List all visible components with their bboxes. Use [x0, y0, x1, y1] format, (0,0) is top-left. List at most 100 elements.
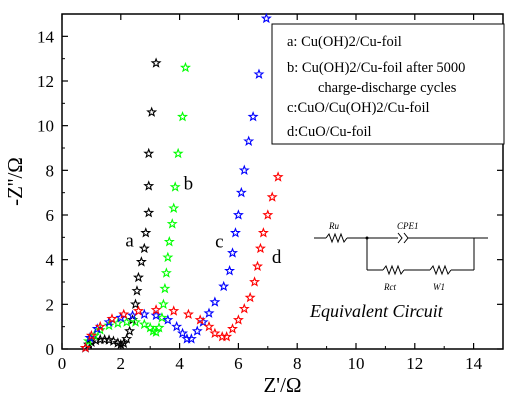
- data-point-b: [180, 61, 191, 73]
- data-point-b: [150, 326, 162, 337]
- data-point-a: [107, 335, 119, 346]
- data-point-d: [266, 191, 278, 202]
- legend-entry-d: d:CuO/Cu-foil: [287, 124, 372, 140]
- data-point-b: [168, 202, 180, 213]
- plot-frame: [61, 13, 504, 350]
- series-d: [80, 171, 284, 353]
- data-point-d: [262, 209, 274, 220]
- x-tick-label: 10: [348, 354, 365, 373]
- legend: a: Cu(OH)2/Cu-foil b: Cu(OH)2/Cu-foil af…: [271, 23, 505, 145]
- data-point-a: [140, 227, 152, 238]
- data-point-a: [138, 242, 150, 254]
- y-tick-label: 8: [46, 161, 55, 180]
- data-point-d: [132, 305, 144, 316]
- x-tick-label: 6: [234, 354, 243, 373]
- y-tick-label: 2: [46, 295, 55, 314]
- y-tick-label: 4: [46, 251, 55, 270]
- data-point-d: [227, 323, 238, 334]
- legend-entry-a: a: Cu(OH)2/Cu-foil: [287, 34, 402, 50]
- data-point-c: [235, 186, 247, 198]
- data-point-d: [244, 291, 256, 303]
- data-point-a: [143, 180, 155, 191]
- curve-label-c: c: [215, 231, 223, 252]
- data-point-b: [169, 181, 181, 192]
- data-point-d: [85, 329, 97, 341]
- data-point-a: [150, 57, 162, 68]
- data-point-a: [131, 285, 143, 296]
- resistor-rct-symbol: [382, 264, 405, 276]
- y-tick-label: 0: [46, 340, 55, 359]
- data-point-d: [221, 330, 233, 342]
- data-point-a: [130, 298, 141, 309]
- y-tick-label: 14: [37, 27, 55, 46]
- data-point-c: [209, 296, 221, 307]
- data-point-b: [153, 322, 165, 333]
- data-point-c: [218, 280, 230, 292]
- legend-box: [271, 23, 505, 145]
- data-point-d: [249, 276, 261, 287]
- data-point-d: [168, 305, 180, 316]
- data-point-b: [130, 316, 141, 327]
- data-point-c: [229, 227, 241, 238]
- data-point-b: [166, 218, 178, 229]
- cpe-symbol-left: [397, 232, 403, 244]
- data-point-a: [135, 256, 147, 267]
- data-point-c: [260, 12, 272, 24]
- y-tick-label: 6: [46, 206, 55, 225]
- data-point-a: [90, 334, 102, 346]
- data-point-d: [118, 308, 130, 320]
- data-point-d: [232, 314, 244, 325]
- data-point-a: [143, 207, 155, 218]
- legend-entry-c: c:CuO/Cu(OH)2/Cu-foil: [287, 100, 430, 116]
- legend-entry-b-line1: b: Cu(OH)2/Cu-foil after 5000: [287, 60, 465, 76]
- data-point-c: [243, 135, 255, 146]
- label-w: W1: [433, 282, 445, 292]
- data-point-b: [156, 311, 168, 323]
- label-rct: Rct: [383, 282, 396, 292]
- y-axis-title: -Z''/Ω: [3, 157, 27, 206]
- data-point-b: [172, 147, 184, 159]
- data-point-c: [227, 247, 239, 258]
- data-point-d: [150, 304, 162, 315]
- data-point-b: [157, 298, 169, 309]
- y-tick-label: 12: [37, 72, 54, 91]
- curve-labels: a b c d: [125, 173, 281, 268]
- data-point-c: [203, 307, 215, 318]
- x-tick-label: 14: [465, 354, 483, 373]
- curve-label-d: d: [272, 247, 282, 268]
- data-point-b: [159, 282, 171, 294]
- data-point-b: [103, 319, 115, 331]
- x-tick-label: 2: [117, 354, 126, 373]
- data-point-d: [257, 227, 269, 238]
- x-tick-label: 12: [406, 354, 423, 373]
- data-point-c: [162, 314, 174, 325]
- data-series: [80, 12, 284, 353]
- label-cpe: CPE1: [397, 221, 419, 231]
- data-point-c: [253, 68, 265, 79]
- data-point-a: [124, 325, 136, 336]
- data-point-a: [132, 271, 144, 283]
- series-a: [80, 57, 162, 353]
- data-point-a: [143, 147, 155, 159]
- data-point-b: [177, 110, 189, 122]
- data-point-b: [138, 318, 150, 330]
- data-point-c: [232, 209, 244, 220]
- data-point-a: [146, 106, 158, 117]
- data-point-b: [160, 267, 172, 278]
- data-point-d: [194, 314, 206, 325]
- data-point-a: [103, 334, 115, 345]
- data-point-d: [106, 313, 118, 324]
- data-point-d: [272, 171, 284, 182]
- data-point-d: [182, 308, 194, 320]
- x-axis-title: Z'/Ω: [263, 373, 301, 397]
- data-point-d: [80, 342, 92, 353]
- data-point-d: [252, 260, 263, 272]
- data-point-c: [247, 110, 259, 122]
- plot-area-border: [61, 13, 504, 350]
- series-c: [80, 12, 272, 353]
- data-point-b: [162, 251, 174, 263]
- data-point-c: [191, 325, 203, 336]
- label-ru: Ru: [328, 221, 339, 231]
- x-tick-label: 8: [293, 354, 302, 373]
- legend-entry-b-line2: charge-discharge cycles: [318, 80, 457, 96]
